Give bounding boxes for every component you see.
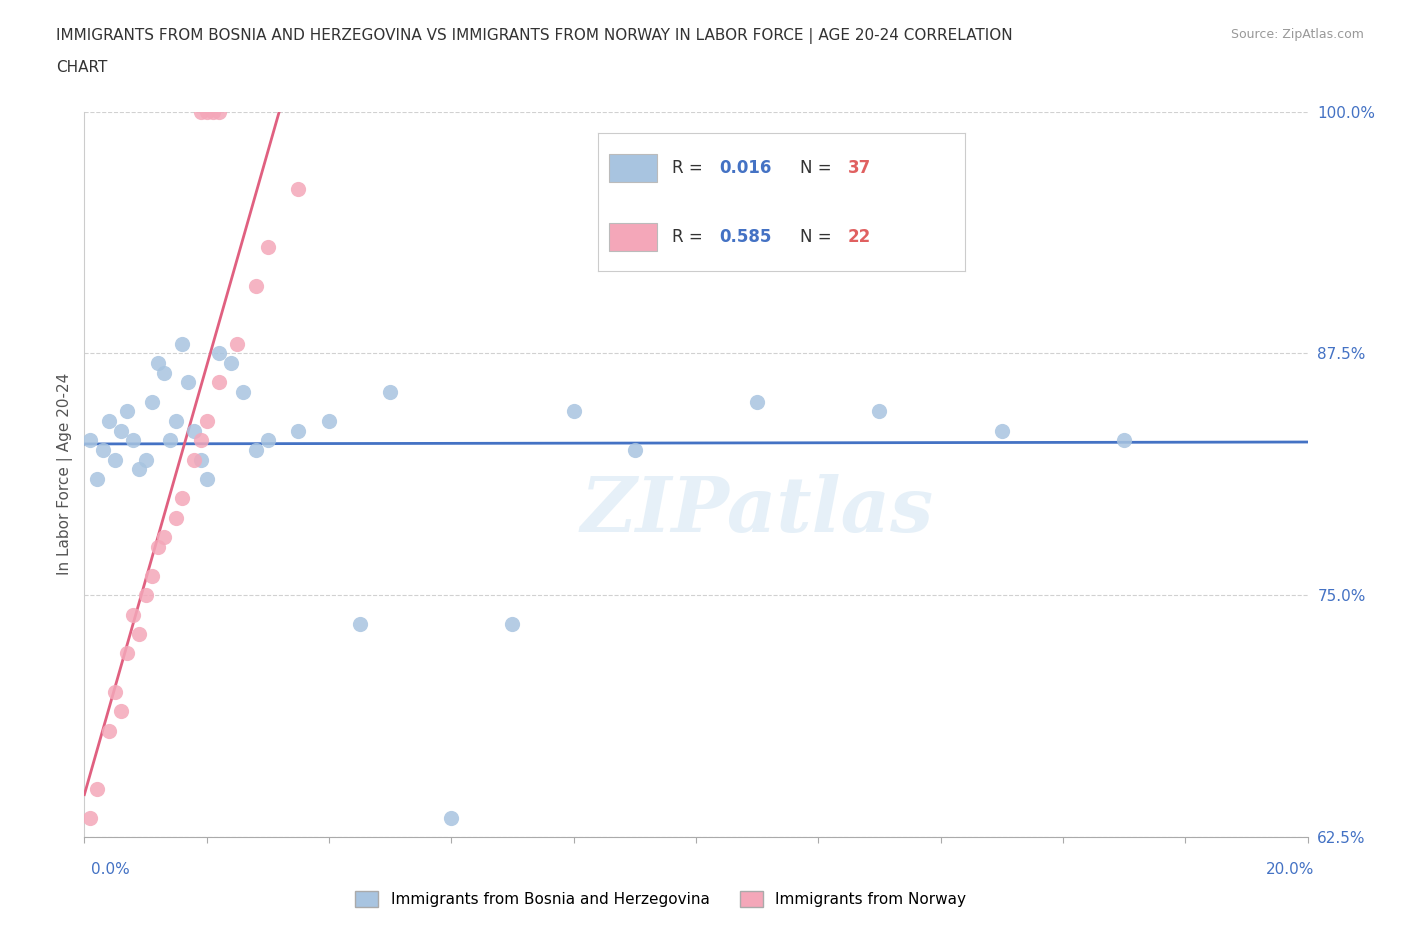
Point (165, 511, 187, 525)
Point (190, 452, 212, 467)
Point (869, 404, 891, 418)
Point (146, 355, 169, 370)
Point (159, 433, 181, 448)
Point (195, 472, 218, 486)
Point (219, 355, 242, 370)
Legend: Immigrants from Bosnia and Herzegovina, Immigrants from Norway: Immigrants from Bosnia and Herzegovina, … (349, 884, 973, 913)
Point (624, 443, 647, 458)
Point (153, 530, 176, 545)
Point (141, 568, 163, 583)
Point (1114, 433, 1136, 448)
Point (190, 104, 212, 119)
Point (128, 627, 150, 642)
Point (183, 452, 205, 467)
Point (128, 462, 150, 477)
Point (232, 385, 254, 400)
Point (153, 365, 176, 380)
Point (318, 414, 340, 429)
Point (122, 433, 145, 448)
Point (208, 104, 231, 119)
Point (115, 404, 138, 418)
Point (502, 617, 524, 631)
Point (195, 414, 218, 429)
Text: Source: ZipAtlas.com: Source: ZipAtlas.com (1230, 28, 1364, 41)
Point (91, 443, 114, 458)
Point (257, 433, 280, 448)
Point (257, 240, 280, 255)
Point (177, 375, 200, 390)
Point (146, 539, 169, 554)
Text: CHART: CHART (56, 60, 108, 75)
Point (245, 443, 267, 458)
Point (104, 452, 127, 467)
Text: 0.0%: 0.0% (91, 862, 131, 877)
Y-axis label: In Labor Force | Age 20-24: In Labor Force | Age 20-24 (58, 373, 73, 576)
Point (380, 385, 402, 400)
Point (349, 617, 371, 631)
Point (226, 337, 249, 352)
Point (245, 278, 267, 293)
Point (86, 781, 108, 796)
Point (97, 414, 120, 429)
Text: IMMIGRANTS FROM BOSNIA AND HERZEGOVINA VS IMMIGRANTS FROM NORWAY IN LABOR FORCE : IMMIGRANTS FROM BOSNIA AND HERZEGOVINA V… (56, 28, 1012, 44)
Point (440, 810, 463, 825)
Point (208, 346, 231, 361)
Point (172, 491, 194, 506)
Point (562, 404, 585, 418)
Point (135, 588, 157, 603)
Point (79, 433, 101, 448)
Point (110, 704, 132, 719)
Point (287, 181, 309, 196)
Point (287, 423, 309, 438)
Point (79, 810, 101, 825)
Point (165, 414, 187, 429)
Point (104, 684, 127, 699)
Point (195, 104, 218, 119)
Point (991, 423, 1014, 438)
Point (201, 104, 224, 119)
Point (190, 433, 212, 448)
Text: ZIPatlas: ZIPatlas (581, 473, 934, 548)
Point (86, 472, 108, 486)
Text: 20.0%: 20.0% (1267, 862, 1315, 877)
Point (141, 394, 163, 409)
Point (183, 423, 205, 438)
Point (172, 337, 194, 352)
Point (135, 452, 157, 467)
Point (122, 607, 145, 622)
Point (110, 423, 132, 438)
Point (208, 375, 231, 390)
Point (747, 394, 769, 409)
Point (97, 724, 120, 738)
Point (115, 645, 138, 660)
